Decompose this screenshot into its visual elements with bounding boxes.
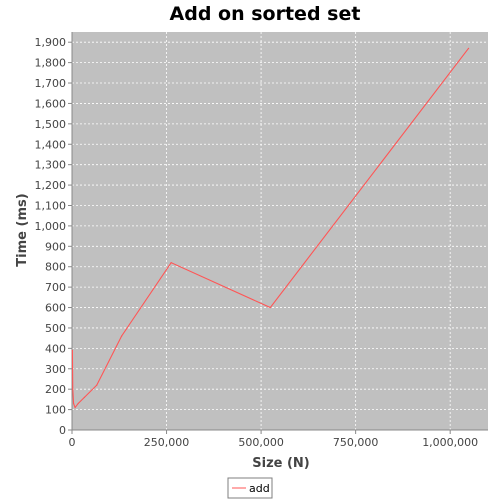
- y-tick-label: 600: [45, 302, 66, 315]
- x-tick-label: 250,000: [144, 436, 190, 449]
- y-axis-label: Time (ms): [15, 193, 30, 266]
- data-point: [120, 335, 123, 337]
- y-tick-label: 1,700: [35, 77, 67, 90]
- plot-area: [72, 32, 488, 430]
- legend-box: [227, 477, 273, 499]
- y-tick-label: 0: [59, 424, 66, 437]
- data-point: [72, 388, 74, 390]
- y-tick-label: 900: [45, 240, 66, 253]
- data-point: [170, 262, 172, 264]
- x-tick-label: 1,000,000: [422, 436, 478, 449]
- y-tick-label: 1,900: [35, 36, 67, 49]
- x-tick-label: 0: [69, 436, 76, 449]
- legend: add: [227, 477, 273, 499]
- series-layer: [71, 47, 470, 409]
- y-tick-label: 1,400: [35, 138, 67, 151]
- y-tick-label: 300: [45, 363, 66, 376]
- y-tick-label: 1,100: [35, 199, 67, 212]
- y-tick-label: 400: [45, 342, 66, 355]
- y-tick-label: 200: [45, 383, 66, 396]
- data-point: [83, 396, 85, 398]
- y-tick-label: 1,200: [35, 179, 67, 192]
- y-tick-label: 1,300: [35, 159, 67, 172]
- data-point: [72, 402, 75, 405]
- y-tick-label: 1,600: [35, 97, 67, 110]
- tick-labels: 0 100 200 300 400 500 600 700 800 900 1,000 1,100 1,…: [35, 36, 479, 449]
- data-point: [71, 349, 73, 351]
- data-point: [74, 406, 76, 409]
- x-axis-label: Size (N): [252, 456, 310, 471]
- y-tick-label: 700: [45, 281, 66, 294]
- y-tick-label: 100: [45, 404, 66, 417]
- grid-lines: [71, 32, 488, 431]
- data-point: [467, 47, 470, 49]
- y-tick-label: 800: [45, 261, 66, 274]
- data-point: [77, 402, 79, 405]
- x-tick-label: 750,000: [333, 436, 379, 449]
- y-tick-label: 1,500: [35, 118, 67, 131]
- y-tick-label: 500: [45, 322, 66, 335]
- x-tick-label: 500,000: [238, 436, 284, 449]
- y-tick-label: 1,800: [35, 57, 67, 70]
- data-point: [269, 306, 271, 309]
- y-tick-label: 1,000: [35, 220, 67, 233]
- legend-item-add: add: [249, 482, 270, 495]
- chart-title: Add on sorted set: [170, 3, 361, 25]
- data-point: [96, 384, 98, 386]
